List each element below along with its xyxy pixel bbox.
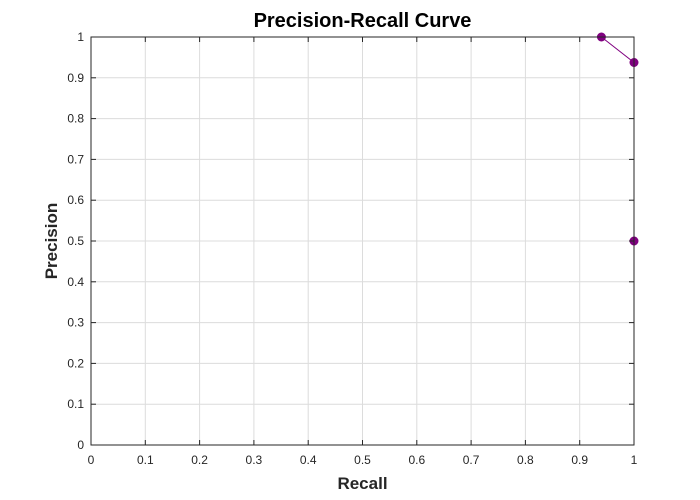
y-tick-label: 1 xyxy=(77,30,84,44)
y-tick-label: 0.3 xyxy=(67,316,84,330)
x-axis-label: Recall xyxy=(337,474,387,493)
y-tick-label: 0.1 xyxy=(67,397,84,411)
y-tick-label: 0.9 xyxy=(67,71,84,85)
series-layer xyxy=(596,32,639,246)
y-tick-label: 0.8 xyxy=(67,112,84,126)
y-tick-label: 0.2 xyxy=(67,356,84,370)
chart-title: Precision-Recall Curve xyxy=(254,10,472,32)
x-tick-label: 1 xyxy=(631,453,638,467)
x-tick-label: 0.6 xyxy=(408,453,425,467)
y-tick-label: 0.7 xyxy=(67,152,84,166)
series-line xyxy=(601,36,635,241)
x-tick-label: 0.3 xyxy=(246,453,263,467)
y-tick-label: 0.4 xyxy=(67,275,84,289)
x-tick-label: 0.1 xyxy=(137,453,154,467)
y-tick-label: 0.5 xyxy=(67,234,84,248)
x-tick-label: 0.7 xyxy=(463,453,480,467)
x-tick-label: 0.5 xyxy=(354,453,371,467)
x-tick-label: 0.4 xyxy=(300,453,317,467)
grid-lines xyxy=(90,36,635,446)
x-tick-label: 0.2 xyxy=(191,453,208,467)
x-tick-label: 0.9 xyxy=(571,453,588,467)
y-axis-label: Precision xyxy=(42,203,61,280)
y-tick-label: 0.6 xyxy=(67,193,84,207)
x-tick-label: 0.8 xyxy=(517,453,534,467)
x-tick-label: 0 xyxy=(88,453,95,467)
axis-ticks: 0 0.1 0.2 0.3 0.4 0.5 0.6 0.7 0.8 0.9 1 0 0.1 0.2 0.3 0… xyxy=(67,30,637,467)
y-tick-label: 0 xyxy=(77,438,84,452)
